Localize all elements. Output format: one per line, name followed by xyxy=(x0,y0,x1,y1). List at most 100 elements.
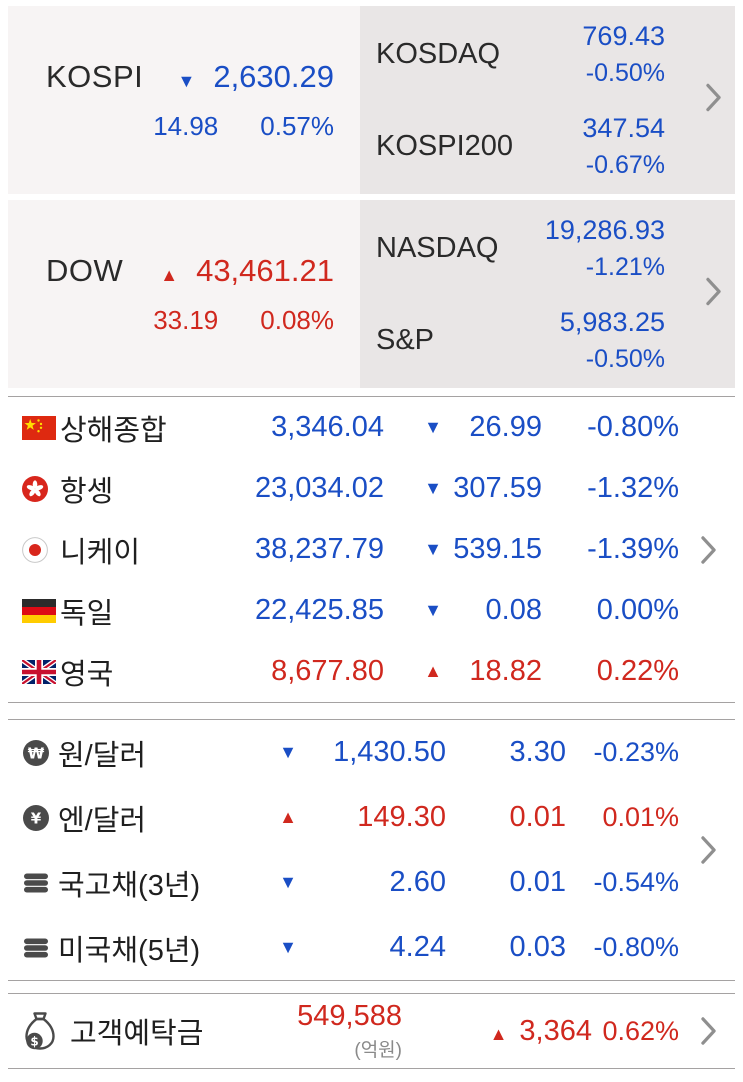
fx-change-pct: -0.80% xyxy=(593,932,679,962)
hongkong-flag-icon xyxy=(22,475,60,502)
world-index-row-germany[interactable]: 독일 22,425.85 ▼ 0.08 0.00% xyxy=(8,580,681,641)
won-currency-icon: ₩ xyxy=(22,739,54,767)
bond-row-ktb3y[interactable]: 국고채(3년) ▼ 2.60 0.01 -0.54% xyxy=(8,850,681,915)
fx-row-usdkrw[interactable]: ₩ 원/달러 ▼ 1,430.50 3.30 -0.23% xyxy=(8,720,681,785)
fx-value: 1,430.50 xyxy=(333,736,446,768)
fx-name: 미국채(5년) xyxy=(58,934,201,967)
chevron-right-icon[interactable] xyxy=(681,720,735,980)
index-name: NASDAQ xyxy=(376,231,499,264)
index-name: KOSPI200 xyxy=(376,129,514,162)
index-value: 2,630.29 xyxy=(213,58,334,94)
fx-row-usdjpy[interactable]: ¥ 엔/달러 ▲ 149.30 0.01 0.01% xyxy=(8,785,681,850)
fx-change: 0.03 xyxy=(509,931,566,963)
world-indices-card: 상해종합 3,346.04 ▼ 26.99 -0.80% 항셍 23,034.0… xyxy=(8,396,735,703)
fx-label-group: 국고채(3년) xyxy=(22,862,262,904)
index-values: 19,286.93 -1.21% xyxy=(545,215,665,282)
index-name: 니케이 xyxy=(60,536,141,569)
bond-row-ust5y[interactable]: 미국채(5년) ▼ 4.24 0.03 -0.80% xyxy=(8,915,681,980)
money-bag-icon: $ xyxy=(22,1010,62,1052)
index-change: 307.59 xyxy=(453,472,542,504)
fx-value: 4.24 xyxy=(389,931,446,963)
up-arrow-icon: ▲ xyxy=(489,1023,508,1044)
fx-change: 0.01 xyxy=(509,801,566,833)
index-change-pct: -1.21% xyxy=(585,252,665,281)
yen-currency-icon: ¥ xyxy=(22,804,54,832)
chevron-right-icon[interactable] xyxy=(681,397,735,702)
svg-text:¥: ¥ xyxy=(31,809,42,827)
kospi-summary[interactable]: KOSPI ▼ 2,630.29 14.98 0.57% xyxy=(8,6,360,194)
down-arrow-icon: ▼ xyxy=(424,539,442,559)
down-arrow-icon: ▼ xyxy=(279,872,297,892)
kosdaq-kospi200-panel[interactable]: KOSDAQ 769.43 -0.50% KOSPI200 347.54 -0.… xyxy=(360,6,735,194)
world-index-row-nikkei[interactable]: 니케이 38,237.79 ▼ 539.15 -1.39% xyxy=(8,519,681,580)
fx-label-group: ¥ 엔/달러 xyxy=(22,797,262,839)
down-arrow-icon: ▼ xyxy=(424,600,442,620)
index-value: 23,034.02 xyxy=(254,472,384,504)
index-change: 14.98 xyxy=(153,110,219,141)
sub-index-row-kospi200[interactable]: KOSPI200 347.54 -0.67% xyxy=(376,105,665,187)
deposit-label-group: $ 고객예탁금 xyxy=(22,1010,252,1052)
nasdaq-sp-panel[interactable]: NASDAQ 19,286.93 -1.21% S&P 5,983.25 -0.… xyxy=(360,200,735,388)
world-index-row-hangseng[interactable]: 항셍 23,034.02 ▼ 307.59 -1.32% xyxy=(8,458,681,519)
index-label-group: 니케이 xyxy=(22,529,234,571)
index-value: 8,677.80 xyxy=(271,655,384,687)
deposit-value-group: 549,588 (억원) xyxy=(252,1000,402,1062)
index-name: KOSDAQ xyxy=(376,37,501,70)
up-arrow-icon: ▲ xyxy=(160,264,179,285)
down-arrow-icon: ▼ xyxy=(424,478,442,498)
fx-name: 엔/달러 xyxy=(58,804,147,837)
fx-name: 국고채(3년) xyxy=(58,869,201,902)
index-change-pct: -0.67% xyxy=(585,150,665,179)
index-change-pct: 0.57% xyxy=(260,110,334,141)
sub-index-row-nasdaq[interactable]: NASDAQ 19,286.93 -1.21% xyxy=(376,207,665,289)
index-change-pct: 0.00% xyxy=(596,594,679,626)
world-index-row-uk[interactable]: 영국 8,677.80 ▲ 18.82 0.22% xyxy=(8,641,681,702)
index-change-pct: -1.39% xyxy=(587,533,679,565)
fx-change-pct: -0.23% xyxy=(593,737,679,767)
index-value: 5,983.25 xyxy=(559,306,665,337)
chevron-right-icon[interactable] xyxy=(681,994,735,1068)
sub-index-row-kosdaq[interactable]: KOSDAQ 769.43 -0.50% xyxy=(376,13,665,95)
germany-flag-icon xyxy=(22,598,60,623)
world-index-row-shanghai[interactable]: 상해종합 3,346.04 ▼ 26.99 -0.80% xyxy=(8,397,681,458)
customer-deposit-card: $ 고객예탁금 549,588 (억원) ▲ 3,364 0.62% xyxy=(8,993,735,1069)
kospi-value-line: KOSPI ▼ 2,630.29 xyxy=(46,59,334,95)
sub-index-row-sp[interactable]: S&P 5,983.25 -0.50% xyxy=(376,299,665,381)
deposit-unit: (억원) xyxy=(354,1040,402,1061)
index-name: DOW xyxy=(46,252,124,288)
index-change: 539.15 xyxy=(453,533,542,565)
chevron-right-icon[interactable] xyxy=(706,83,721,117)
index-value: 43,461.21 xyxy=(196,252,334,288)
index-label-group: 항셍 xyxy=(22,468,234,510)
bond-list-icon xyxy=(22,869,54,897)
index-name: 상해종합 xyxy=(60,414,167,447)
dow-summary[interactable]: DOW ▲ 43,461.21 33.19 0.08% xyxy=(8,200,360,388)
index-value: 769.43 xyxy=(582,20,665,51)
china-flag-icon xyxy=(22,415,60,440)
index-name: 항셍 xyxy=(60,475,114,508)
index-name: 영국 xyxy=(60,658,114,691)
svg-text:₩: ₩ xyxy=(28,744,45,762)
fx-bonds-rows: ₩ 원/달러 ▼ 1,430.50 3.30 -0.23% ¥ 엔/달러 ▲ 1… xyxy=(8,720,681,980)
index-value: 3,346.04 xyxy=(271,411,384,443)
main-indices-card: KOSPI ▼ 2,630.29 14.98 0.57% KOSDAQ 769.… xyxy=(8,6,735,388)
index-change: 26.99 xyxy=(469,411,542,443)
index-label-group: 상해종합 xyxy=(22,407,234,449)
index-values: 769.43 -0.50% xyxy=(582,21,665,88)
deposit-row[interactable]: $ 고객예탁금 549,588 (억원) ▲ 3,364 0.62% xyxy=(8,994,681,1068)
index-value: 22,425.85 xyxy=(254,594,384,626)
fx-change: 0.01 xyxy=(509,866,566,898)
fx-name: 원/달러 xyxy=(58,739,147,772)
fx-label-group: ₩ 원/달러 xyxy=(22,732,262,774)
index-change: 18.82 xyxy=(469,655,542,687)
index-change-pct: 0.22% xyxy=(596,655,679,687)
index-name: S&P xyxy=(376,323,435,356)
chevron-right-icon[interactable] xyxy=(706,277,721,311)
dow-change-line: 33.19 0.08% xyxy=(46,305,334,336)
index-change-pct: -0.50% xyxy=(585,344,665,373)
deposit-rows: $ 고객예탁금 549,588 (억원) ▲ 3,364 0.62% xyxy=(8,994,681,1068)
down-arrow-icon: ▼ xyxy=(279,742,297,762)
world-indices-rows: 상해종합 3,346.04 ▼ 26.99 -0.80% 항셍 23,034.0… xyxy=(8,397,681,702)
bond-list-icon xyxy=(22,934,54,962)
deposit-change-group: ▲ 3,364 xyxy=(402,1015,592,1048)
